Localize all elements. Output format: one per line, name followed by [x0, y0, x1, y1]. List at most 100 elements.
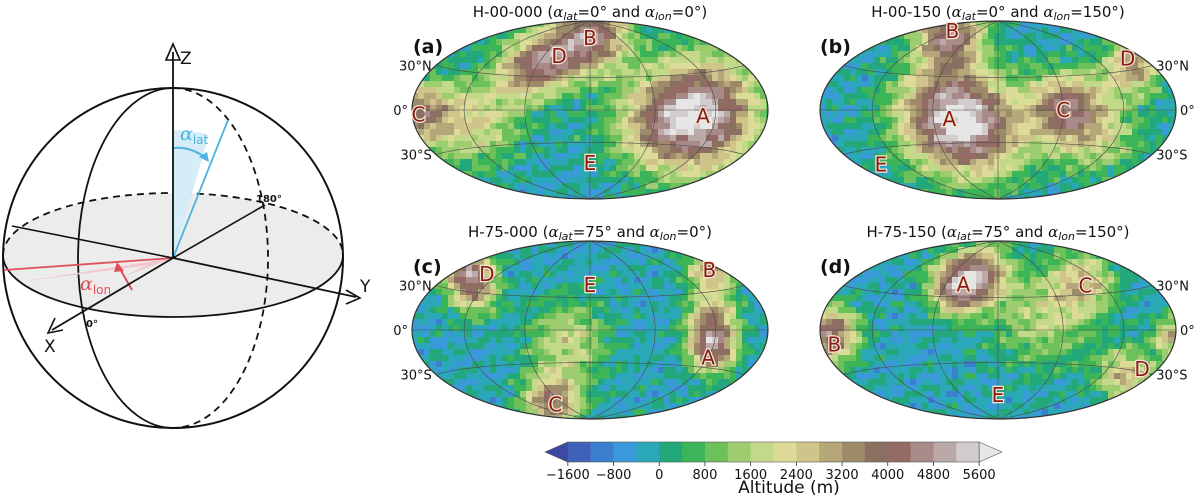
field-cell — [1102, 135, 1109, 142]
field-cell — [586, 111, 593, 118]
field-cell — [538, 141, 545, 148]
field-cell — [466, 117, 473, 124]
field-cell — [742, 319, 749, 326]
field-cell — [766, 325, 768, 332]
field-cell — [958, 51, 965, 58]
field-cell — [1090, 45, 1097, 52]
field-cell — [424, 361, 431, 368]
field-cell — [1072, 289, 1079, 296]
field-cell — [508, 165, 515, 172]
field-cell — [580, 105, 587, 112]
field-cell — [1120, 165, 1127, 172]
field-cell — [634, 27, 641, 34]
field-cell — [646, 409, 653, 416]
field-cell — [958, 271, 965, 278]
region-E: E — [584, 273, 597, 297]
field-cell — [1060, 69, 1067, 76]
field-cell — [484, 57, 491, 64]
field-cell — [760, 343, 767, 350]
field-cell — [550, 409, 557, 416]
field-cell — [826, 87, 833, 94]
field-cell — [880, 105, 887, 112]
field-cell — [1060, 259, 1067, 266]
field-cell — [1036, 129, 1043, 136]
field-cell — [670, 265, 677, 272]
field-cell — [610, 189, 617, 196]
field-cell — [1048, 111, 1055, 118]
field-cell — [430, 129, 437, 136]
field-cell — [544, 171, 551, 178]
field-cell — [478, 135, 485, 142]
field-cell — [640, 27, 647, 34]
field-cell — [628, 319, 635, 326]
field-cell — [928, 105, 935, 112]
field-cell — [478, 93, 485, 100]
field-cell — [910, 111, 917, 118]
field-cell — [724, 117, 731, 124]
field-cell — [886, 123, 893, 130]
field-cell — [610, 277, 617, 284]
field-cell — [622, 325, 629, 332]
field-cell — [424, 111, 431, 118]
field-cell — [646, 153, 653, 160]
field-cell — [724, 343, 731, 350]
field-cell — [742, 105, 749, 112]
field-cell — [988, 129, 995, 136]
field-cell — [958, 141, 965, 148]
field-cell — [508, 343, 515, 350]
field-cell — [904, 39, 911, 46]
field-cell — [1000, 111, 1007, 118]
field-cell — [460, 271, 467, 278]
field-cell — [718, 289, 725, 296]
field-cell — [670, 385, 677, 392]
field-cell — [598, 307, 605, 314]
field-cell — [478, 99, 485, 106]
field-cell — [1018, 195, 1025, 199]
field-cell — [646, 313, 653, 320]
field-cell — [610, 117, 617, 124]
field-cell — [496, 337, 503, 344]
field-cell — [712, 87, 719, 94]
field-cell — [658, 57, 665, 64]
field-cell — [532, 87, 539, 94]
field-cell — [592, 415, 599, 419]
field-cell — [436, 319, 443, 326]
meridian-back — [172, 87, 269, 429]
field-cell — [454, 111, 461, 118]
field-cell — [1006, 87, 1013, 94]
field-cell — [964, 189, 971, 196]
field-cell — [1042, 271, 1049, 278]
field-cell — [448, 159, 455, 166]
field-cell — [958, 99, 965, 106]
field-cell — [472, 307, 479, 314]
field-cell — [916, 271, 923, 278]
field-cell — [688, 141, 695, 148]
field-cell — [412, 93, 419, 100]
field-cell — [934, 75, 941, 82]
field-cell — [640, 147, 647, 154]
field-cell — [1132, 117, 1139, 124]
field-cell — [988, 33, 995, 40]
field-cell — [892, 81, 899, 88]
field-cell — [1126, 111, 1133, 118]
field-cell — [682, 367, 689, 374]
field-cell — [604, 355, 611, 362]
field-cell — [1138, 123, 1145, 130]
field-cell — [1072, 265, 1079, 272]
field-cell — [448, 87, 455, 94]
field-cell — [928, 271, 935, 278]
field-cell — [598, 295, 605, 302]
field-cell — [478, 349, 485, 356]
field-cell — [970, 171, 977, 178]
field-cell — [706, 355, 713, 362]
field-cell — [604, 147, 611, 154]
field-cell — [1066, 69, 1073, 76]
field-cell — [712, 265, 719, 272]
field-cell — [1048, 171, 1055, 178]
field-cell — [946, 183, 953, 190]
field-cell — [592, 69, 599, 76]
field-cell — [694, 111, 701, 118]
field-cell — [976, 295, 983, 302]
field-cell — [496, 349, 503, 356]
field-cell — [532, 253, 539, 260]
